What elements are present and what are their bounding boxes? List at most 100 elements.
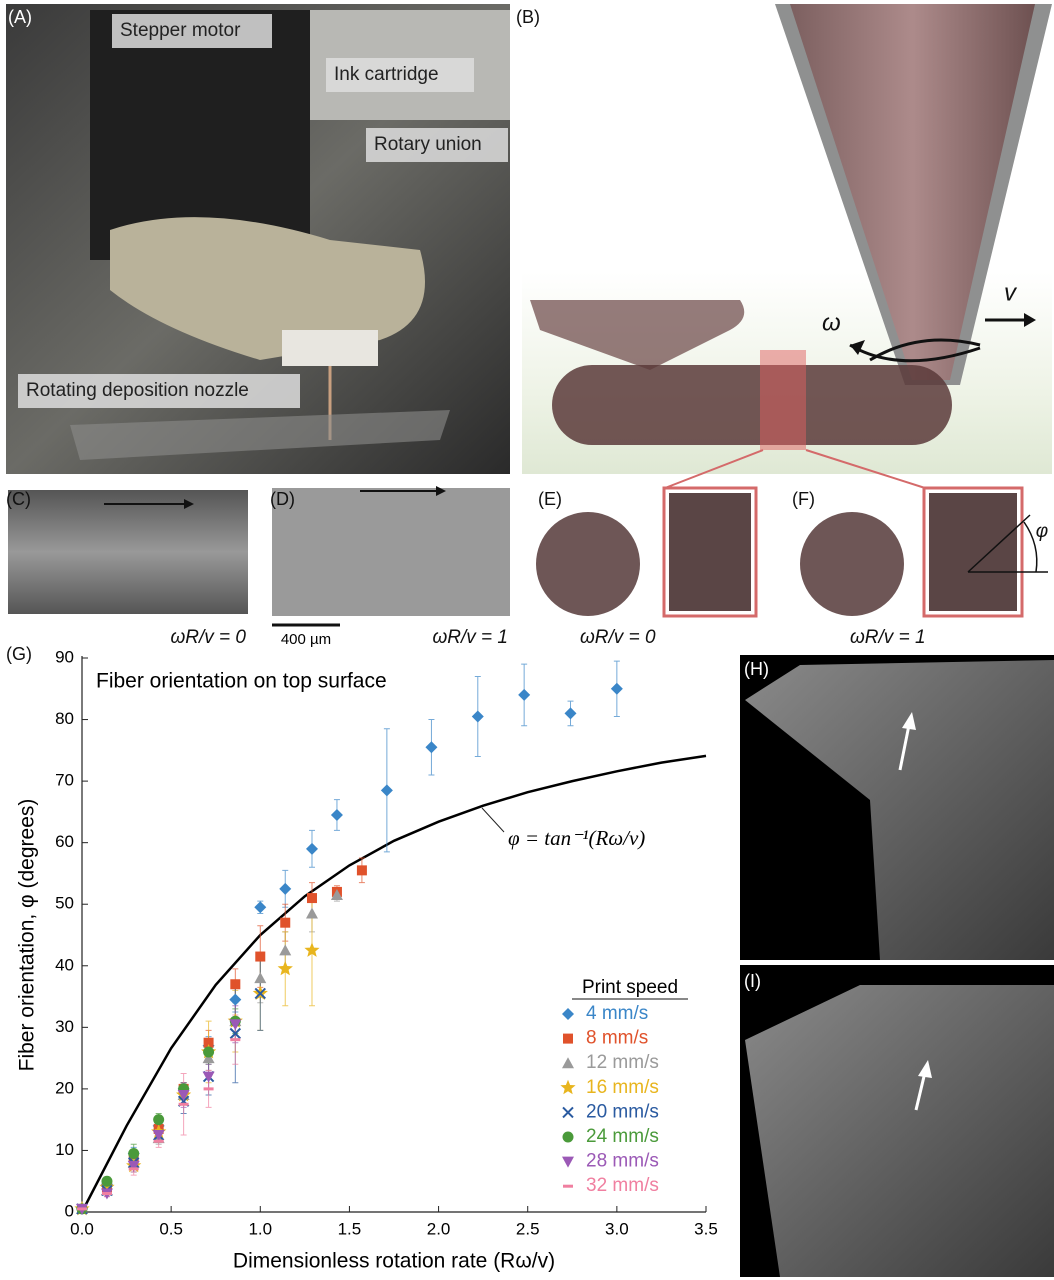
- marker: [564, 707, 577, 720]
- panel-label: (E): [538, 489, 562, 509]
- sample: [745, 985, 1054, 1277]
- marker: [202, 1052, 215, 1064]
- frame: [662, 486, 758, 618]
- marker: [254, 987, 266, 1000]
- caption: ωR/v = 1: [850, 627, 926, 648]
- marker: [77, 1207, 87, 1211]
- y-tick-label: 60: [55, 832, 74, 851]
- panel-h: (H): [740, 655, 1054, 960]
- panel-b: (B) ω v: [516, 4, 1052, 489]
- legend-label: 20 mm/s: [586, 1101, 659, 1122]
- annotation: ω: [822, 309, 841, 336]
- marker: [560, 1079, 576, 1095]
- marker: [380, 784, 393, 797]
- annotation: Rotating deposition nozzle: [26, 380, 249, 401]
- marker: [330, 888, 343, 900]
- legend-title: Print speed: [582, 977, 678, 998]
- panel-f: (F) φ ωR/v = 1: [792, 486, 1048, 648]
- panel-label: (D): [270, 489, 295, 509]
- caption: ωR/v = 0: [580, 627, 656, 648]
- annotation: φ = tan⁻¹(Rω/v): [508, 826, 645, 850]
- marker: [562, 1131, 574, 1143]
- marker: [280, 917, 291, 928]
- y-tick-label: 30: [55, 1017, 74, 1036]
- filament: [530, 300, 745, 370]
- filament: [552, 365, 952, 445]
- chart-title: Fiber orientation on top surface: [96, 670, 387, 693]
- connector: [805, 449, 926, 489]
- y-axis-label: Fiber orientation, φ (degrees): [16, 799, 39, 1072]
- marker: [101, 1192, 112, 1196]
- marker: [610, 682, 623, 695]
- section: [760, 350, 806, 450]
- x-tick-label: 2.5: [516, 1219, 540, 1238]
- marker: [306, 893, 317, 904]
- panel-label: (G): [6, 644, 32, 664]
- marker: [562, 1008, 574, 1020]
- section-view: [669, 493, 751, 611]
- micrograph: [272, 488, 510, 616]
- y-tick-label: 40: [55, 955, 74, 974]
- marker: [277, 960, 293, 976]
- marker: [471, 710, 484, 723]
- x-tick-label: 1.0: [248, 1219, 272, 1238]
- panel-c: (C) ωR/v = 0: [6, 489, 248, 648]
- annotation-leader: [481, 807, 505, 833]
- clamp: [110, 217, 425, 360]
- panel-a: (A) Stepper motor Ink cartridge Rotary u…: [6, 4, 510, 474]
- chart: (G) 0 10 20 30 40 50 60 70 80 90 0.0 0.5 1.0 1.5 2.0 2.…: [6, 644, 718, 1273]
- marker: [305, 842, 318, 855]
- nozzle-ink: [790, 4, 1035, 380]
- legend-label: 4 mm/s: [586, 1003, 648, 1024]
- legend-label: 16 mm/s: [586, 1077, 659, 1098]
- marker: [229, 1027, 242, 1040]
- marker: [128, 1167, 139, 1171]
- fit-curve: [80, 754, 707, 1213]
- y-tick-label: 70: [55, 771, 74, 790]
- section-view: [929, 493, 1017, 611]
- marker: [128, 1148, 140, 1160]
- arrow-head: [902, 712, 916, 730]
- y-tick-label: 90: [55, 647, 74, 666]
- marker: [203, 1046, 215, 1058]
- marker: [153, 1114, 165, 1126]
- connector: [664, 449, 764, 489]
- marker: [202, 1071, 215, 1083]
- annotation: Stepper motor: [120, 20, 241, 41]
- micrograph: [8, 490, 248, 614]
- marker: [562, 1106, 574, 1119]
- arrow-head: [184, 499, 194, 509]
- marker: [279, 882, 292, 895]
- x-tick-label: 2.0: [427, 1219, 451, 1238]
- panel-label: (C): [6, 489, 31, 509]
- y-tick-label: 50: [55, 894, 74, 913]
- y-tick-label: 80: [55, 709, 74, 728]
- scale-label: 400 µm: [281, 631, 331, 648]
- x-tick-label: 0.5: [159, 1219, 183, 1238]
- marker: [101, 1175, 113, 1187]
- marker: [153, 1139, 164, 1143]
- legend-label: 8 mm/s: [586, 1028, 648, 1049]
- marker: [356, 865, 367, 876]
- marker: [178, 1102, 189, 1106]
- marker: [203, 1087, 214, 1091]
- marker: [229, 1019, 242, 1031]
- rotation-arrow: [869, 338, 981, 362]
- marker: [230, 1038, 241, 1042]
- x-tick-label: 1.5: [338, 1219, 362, 1238]
- panel-label: (F): [792, 489, 815, 509]
- panel-label: (I): [744, 971, 761, 991]
- label-bg: [18, 374, 300, 408]
- y-tick-label: 20: [55, 1078, 74, 1097]
- label-bg: [112, 14, 272, 48]
- sample: [745, 660, 1054, 960]
- marker: [229, 993, 242, 1006]
- marker: [518, 688, 531, 701]
- x-tick-label: 3.0: [605, 1219, 629, 1238]
- legend-label: 32 mm/s: [586, 1175, 659, 1196]
- rotation-arrow: [849, 343, 981, 363]
- frame: [922, 486, 1024, 618]
- marker: [563, 1033, 573, 1044]
- annotation: Ink cartridge: [334, 64, 439, 85]
